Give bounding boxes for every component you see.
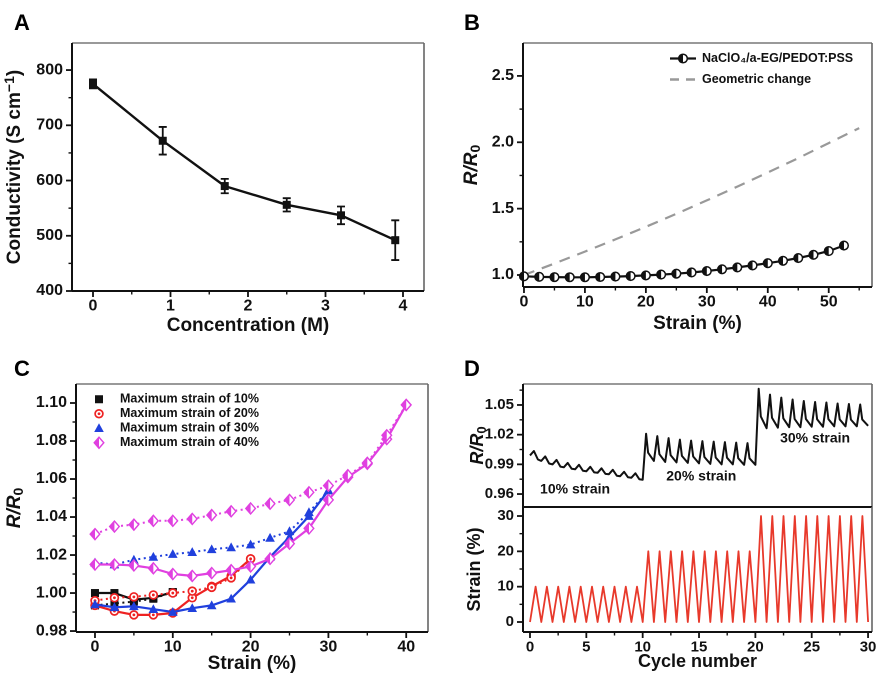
svg-text:0: 0 xyxy=(89,297,98,314)
svg-text:1.06: 1.06 xyxy=(36,470,67,487)
svg-text:30: 30 xyxy=(320,638,338,655)
svg-text:0.98: 0.98 xyxy=(36,622,67,639)
legend: Maximum strain of 10%Maximum strain of 2… xyxy=(93,392,259,450)
svg-text:10: 10 xyxy=(164,638,182,655)
svg-text:800: 800 xyxy=(36,61,63,78)
svg-text:NaClO₄/a-EG/PEDOT:PSS: NaClO₄/a-EG/PEDOT:PSS xyxy=(702,51,853,65)
svg-text:3: 3 xyxy=(321,297,330,314)
panel-c-chart: 0 10 20 30 40 0.98 1.00 1.02 1.04 1.06 1.08 1.10 Str… xyxy=(4,383,429,674)
svg-text:2: 2 xyxy=(244,297,253,314)
svg-text:20: 20 xyxy=(242,638,260,655)
svg-text:2.0: 2.0 xyxy=(492,133,514,150)
svg-text:10: 10 xyxy=(634,638,651,655)
svg-text:Maximum strain of 30%: Maximum strain of 30% xyxy=(120,421,259,435)
svg-text:1.08: 1.08 xyxy=(36,432,67,449)
panel-d-chart: 0.96 0.99 1.02 1.05 R/R0 10% strain 20% strain… xyxy=(464,383,877,671)
svg-text:0: 0 xyxy=(526,638,534,655)
svg-text:Concentration (M): Concentration (M) xyxy=(167,315,330,336)
series-conductivity xyxy=(89,78,400,261)
panel-a: A 0 1 2 3 4 400 500 600 700 800 Concentration (M) C… xyxy=(0,0,444,340)
svg-text:1: 1 xyxy=(166,297,175,314)
svg-text:30: 30 xyxy=(698,293,716,310)
svg-text:50: 50 xyxy=(820,293,838,310)
svg-text:15: 15 xyxy=(691,638,708,655)
panel-b-letter: B xyxy=(464,10,481,35)
panel-d-top-axes: 0.96 0.99 1.02 1.05 R/R0 10% strain 20% strain… xyxy=(467,383,873,508)
svg-text:40: 40 xyxy=(397,638,415,655)
svg-text:Strain (%): Strain (%) xyxy=(208,653,297,674)
svg-text:0: 0 xyxy=(506,613,514,630)
svg-text:700: 700 xyxy=(36,117,63,134)
svg-text:10: 10 xyxy=(497,578,514,595)
svg-text:Maximum strain of 40%: Maximum strain of 40% xyxy=(120,435,259,449)
svg-text:30: 30 xyxy=(497,507,514,524)
svg-text:0: 0 xyxy=(520,293,529,310)
svg-text:600: 600 xyxy=(36,172,63,189)
svg-text:25: 25 xyxy=(803,638,820,655)
svg-text:Geometric change: Geometric change xyxy=(702,72,811,86)
annotation: 30% strain xyxy=(780,430,850,446)
svg-text:1.00: 1.00 xyxy=(36,584,67,601)
svg-text:4: 4 xyxy=(399,297,408,314)
svg-text:Cycle number: Cycle number xyxy=(638,651,757,671)
svg-text:Maximum strain of 10%: Maximum strain of 10% xyxy=(120,392,259,406)
annotation: 10% strain xyxy=(540,481,610,497)
svg-text:40: 40 xyxy=(759,293,777,310)
svg-text:1.05: 1.05 xyxy=(485,396,514,413)
series-max30-unloading xyxy=(90,485,334,569)
series-max40-unloading xyxy=(89,398,412,541)
svg-text:1.02: 1.02 xyxy=(36,546,67,563)
svg-text:30: 30 xyxy=(860,638,877,655)
svg-text:0.96: 0.96 xyxy=(485,485,514,502)
svg-text:0: 0 xyxy=(91,638,100,655)
panel-a-letter: A xyxy=(14,10,31,35)
svg-text:0.99: 0.99 xyxy=(485,455,514,472)
panel-a-chart: 0 1 2 3 4 400 500 600 700 800 Concentration (M) Con… xyxy=(1,42,425,336)
panel-d-bottom-axes: 0 5 10 15 20 25 30 0 10 20 30 Cycle number Strain (%… xyxy=(464,506,877,671)
svg-text:1.10: 1.10 xyxy=(36,394,67,411)
svg-text:500: 500 xyxy=(36,227,63,244)
annotation: 20% strain xyxy=(666,468,736,484)
panel-c-letter: C xyxy=(14,356,31,381)
svg-text:20: 20 xyxy=(747,638,764,655)
svg-text:Strain (%): Strain (%) xyxy=(464,527,484,611)
svg-text:1.04: 1.04 xyxy=(36,508,67,525)
svg-text:10: 10 xyxy=(576,293,594,310)
svg-text:1.5: 1.5 xyxy=(492,200,514,217)
svg-text:5: 5 xyxy=(582,638,590,655)
panel-c-axes: 0 10 20 30 40 0.98 1.00 1.02 1.04 1.06 1.08 1.10 Str… xyxy=(4,383,429,674)
series-naclo4-a-eg-pedot-pss xyxy=(518,240,850,283)
svg-text:20: 20 xyxy=(637,293,655,310)
svg-text:R/R0: R/R0 xyxy=(467,426,489,464)
svg-text:1.0: 1.0 xyxy=(492,266,514,283)
panel-d: D 0.96 0.99 1.02 1.05 R/R0 10% strain 20% stra… xyxy=(444,340,888,678)
panel-b: B 0 10 20 30 40 50 1.0 1.5 2.0 2.5 Strain (%) R/R0 N… xyxy=(444,0,888,340)
panel-c: C 0 10 20 30 40 0.98 1.00 1.02 1.04 1.06 1.08 1.10 S… xyxy=(0,340,444,678)
svg-text:Strain (%): Strain (%) xyxy=(653,313,742,334)
panel-b-axes: 0 10 20 30 40 50 1.0 1.5 2.0 2.5 Strain (%) R/R0 NaC… xyxy=(461,42,873,334)
series-resistance-response xyxy=(529,387,869,481)
series-applied-strain xyxy=(529,515,869,623)
svg-text:R/R0: R/R0 xyxy=(4,488,26,529)
panel-b-chart: 0 10 20 30 40 50 1.0 1.5 2.0 2.5 Strain (%) R/R0 NaC… xyxy=(461,42,873,334)
svg-text:Conductivity (S cm−1): Conductivity (S cm−1) xyxy=(1,70,25,264)
legend: NaClO₄/a-EG/PEDOT:PSS Geometric change xyxy=(670,51,853,86)
svg-text:20: 20 xyxy=(497,542,514,559)
svg-text:1.02: 1.02 xyxy=(485,426,514,443)
panel-d-letter: D xyxy=(464,356,481,381)
panel-a-axes: 0 1 2 3 4 400 500 600 700 800 Concentration (M) Con… xyxy=(1,42,425,336)
series-geometric-change xyxy=(523,127,860,277)
svg-text:400: 400 xyxy=(36,282,63,299)
svg-text:2.5: 2.5 xyxy=(492,67,514,84)
svg-text:R/R0: R/R0 xyxy=(461,145,483,186)
svg-text:Maximum strain of 20%: Maximum strain of 20% xyxy=(120,406,259,420)
